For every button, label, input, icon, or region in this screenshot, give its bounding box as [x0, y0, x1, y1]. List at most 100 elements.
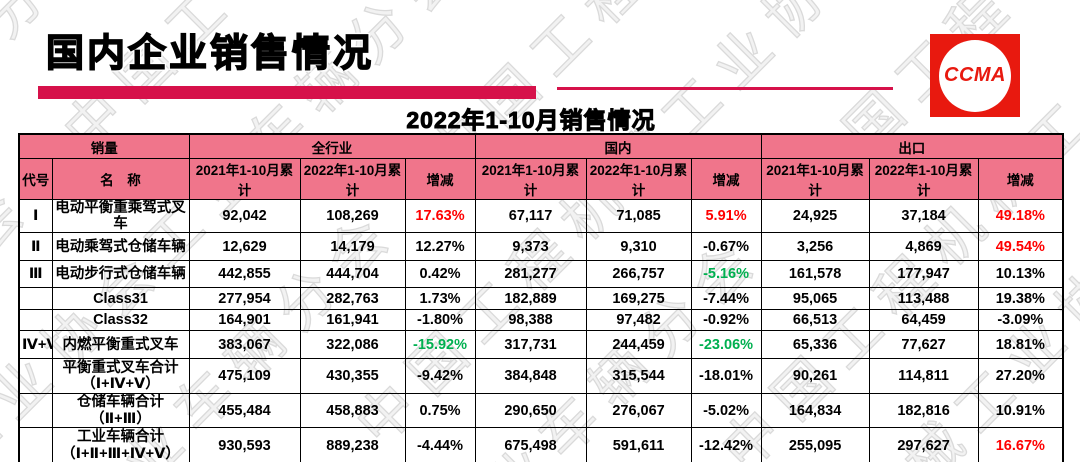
value-cell: 282,763 — [299, 287, 406, 311]
row-name-cell: Class32 — [51, 309, 190, 332]
row-name-cell: 电动平衡重乘驾式叉车 — [51, 198, 190, 234]
value-cell: 455,484 — [188, 393, 301, 428]
row-name-cell: 工业车辆合计 （Ⅰ+Ⅱ+Ⅲ+Ⅳ+Ⅴ） — [51, 426, 190, 462]
column-header-cell: 增减 — [690, 158, 762, 200]
table-row: 工业车辆合计 （Ⅰ+Ⅱ+Ⅲ+Ⅳ+Ⅴ） 930,593 889,238 -4.44% 67… — [18, 426, 1064, 462]
group-header-cell: 国内 — [474, 133, 762, 159]
group-header-cell: 出口 — [760, 133, 1064, 159]
change-percent-cell: -18.01% — [690, 358, 762, 395]
value-cell: 4,869 — [868, 232, 979, 262]
value-cell: 12,629 — [188, 232, 301, 262]
row-name-cell: 电动乘驾式仓储车辆 — [51, 232, 190, 262]
row-code-cell — [18, 426, 53, 462]
page-title: 国内企业销售情况 — [45, 32, 375, 76]
value-cell: 98,388 — [474, 309, 587, 332]
row-name-cell: 仓储车辆合计（Ⅱ+Ⅲ） — [51, 393, 190, 428]
value-cell: 266,757 — [585, 260, 692, 289]
row-code-cell — [18, 393, 53, 428]
row-code-cell — [18, 358, 53, 395]
change-percent-cell: 16.67% — [977, 426, 1064, 462]
table-title: 2022年1-10月销售情况 — [406, 107, 656, 134]
value-cell: 24,925 — [760, 198, 870, 234]
row-code-cell: Ⅳ+Ⅴ — [18, 330, 53, 360]
change-percent-cell: -23.06% — [690, 330, 762, 360]
table-row: Ⅰ 电动平衡重乘驾式叉车 92,042 108,269 17.63% 67,117 71,0… — [18, 198, 1064, 234]
value-cell: 164,834 — [760, 393, 870, 428]
change-percent-cell: 49.54% — [977, 232, 1064, 262]
change-percent-cell: 0.42% — [404, 260, 476, 289]
table-row: Ⅱ 电动乘驾式仓储车辆 12,629 14,179 12.27% 9,373 9,310 -0… — [18, 232, 1064, 262]
column-header-cell: 2022年1-10月累计 — [868, 158, 979, 200]
table-row: Class31 277,954 282,763 1.73% 182,889 169,275… — [18, 287, 1064, 311]
value-cell: 169,275 — [585, 287, 692, 311]
value-cell: 14,179 — [299, 232, 406, 262]
value-cell: 458,883 — [299, 393, 406, 428]
change-percent-cell: 19.38% — [977, 287, 1064, 311]
group-header-cell: 销量 — [18, 133, 190, 159]
change-percent-cell: 18.81% — [977, 330, 1064, 360]
value-cell: 277,954 — [188, 287, 301, 311]
value-cell: 430,355 — [299, 358, 406, 395]
value-cell: 276,067 — [585, 393, 692, 428]
column-header-cell: 2022年1-10月累计 — [585, 158, 692, 200]
row-code-cell: Ⅲ — [18, 260, 53, 289]
change-percent-cell: -3.09% — [977, 309, 1064, 332]
value-cell: 315,544 — [585, 358, 692, 395]
title-accent-line — [557, 87, 893, 90]
row-name-cell: 内燃平衡重式叉车 — [51, 330, 190, 360]
value-cell: 444,704 — [299, 260, 406, 289]
row-code-cell — [18, 287, 53, 311]
value-cell: 66,513 — [760, 309, 870, 332]
value-cell: 889,238 — [299, 426, 406, 462]
value-cell: 90,261 — [760, 358, 870, 395]
value-cell: 475,109 — [188, 358, 301, 395]
column-header-cell: 2021年1-10月累计 — [760, 158, 870, 200]
table-row: 仓储车辆合计（Ⅱ+Ⅲ） 455,484 458,883 0.75% 290,650 276… — [18, 393, 1064, 428]
value-cell: 65,336 — [760, 330, 870, 360]
change-percent-cell: 12.27% — [404, 232, 476, 262]
row-code-cell: Ⅰ — [18, 198, 53, 234]
value-cell: 591,611 — [585, 426, 692, 462]
value-cell: 177,947 — [868, 260, 979, 289]
row-name-cell: 电动步行式仓储车辆 — [51, 260, 190, 289]
change-percent-cell: 10.13% — [977, 260, 1064, 289]
table-row: Class32 164,901 161,941 -1.80% 98,388 97,482-… — [18, 309, 1064, 332]
value-cell: 384,848 — [474, 358, 587, 395]
value-cell: 95,065 — [760, 287, 870, 311]
column-header-cell: 2022年1-10月累计 — [299, 158, 406, 200]
sales-table: 销量 全行业 国内 出口 代号名 称 2021年1-10月累计 2022年1-10月累计 增减… — [18, 133, 1065, 462]
table-row: Ⅲ 电动步行式仓储车辆 442,855 444,704 0.42% 281,277 266,… — [18, 260, 1064, 289]
value-cell: 182,816 — [868, 393, 979, 428]
change-percent-cell: -9.42% — [404, 358, 476, 395]
value-cell: 77,627 — [868, 330, 979, 360]
column-header-cell: 名 称 — [51, 158, 190, 200]
value-cell: 930,593 — [188, 426, 301, 462]
change-percent-cell: -4.44% — [404, 426, 476, 462]
change-percent-cell: -0.67% — [690, 232, 762, 262]
change-percent-cell: 1.73% — [404, 287, 476, 311]
change-percent-cell: -15.92% — [404, 330, 476, 360]
value-cell: 37,184 — [868, 198, 979, 234]
change-percent-cell: -12.42% — [690, 426, 762, 462]
table-group-header-row: 销量 全行业 国内 出口 — [18, 133, 1064, 159]
change-percent-cell: 10.91% — [977, 393, 1064, 428]
change-percent-cell: -5.02% — [690, 393, 762, 428]
value-cell: 383,067 — [188, 330, 301, 360]
value-cell: 442,855 — [188, 260, 301, 289]
value-cell: 97,482 — [585, 309, 692, 332]
value-cell: 92,042 — [188, 198, 301, 234]
column-header-cell: 2021年1-10月累计 — [188, 158, 301, 200]
value-cell: 114,811 — [868, 358, 979, 395]
value-cell: 290,650 — [474, 393, 587, 428]
change-percent-cell: -0.92% — [690, 309, 762, 332]
value-cell: 108,269 — [299, 198, 406, 234]
table-row: 平衡重式叉车合计 （Ⅰ+Ⅳ+Ⅴ） 475,109 430,355 -9.42% 384,… — [18, 358, 1064, 395]
column-header-cell: 增减 — [977, 158, 1064, 200]
value-cell: 317,731 — [474, 330, 587, 360]
value-cell: 9,373 — [474, 232, 587, 262]
ccma-logo-text: CCMA — [944, 64, 1006, 86]
ccma-logo: CCMA — [930, 34, 1020, 117]
value-cell: 113,488 — [868, 287, 979, 311]
value-cell: 164,901 — [188, 309, 301, 332]
